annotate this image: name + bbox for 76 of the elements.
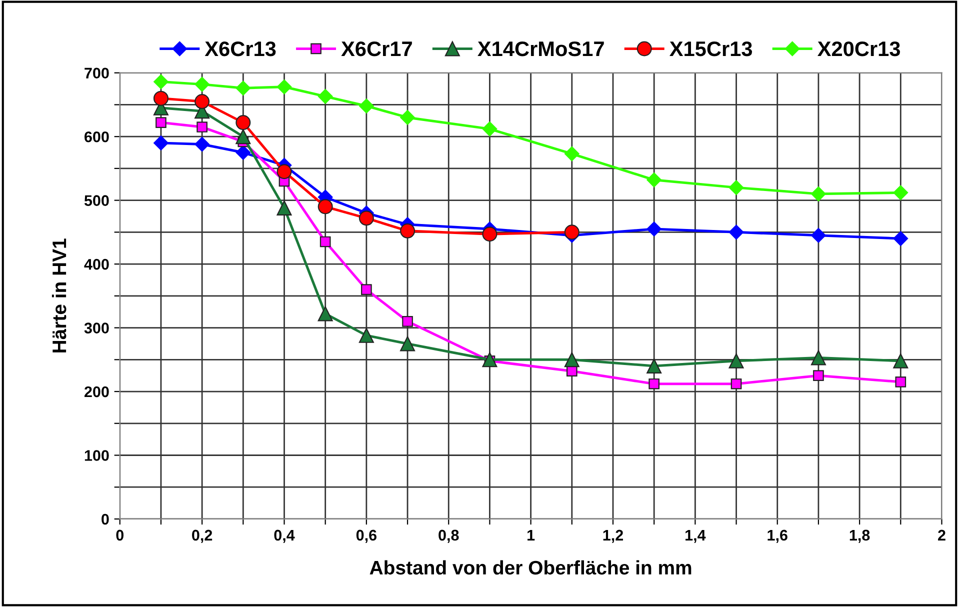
point [400,336,416,352]
x-axis-title: Abstand von der Oberfläche in mm [370,560,692,575]
point [276,200,292,216]
point [402,316,413,327]
point [813,370,824,381]
y-tick-label: 700 [84,68,109,79]
point [810,350,826,366]
y-tick-label: 0 [102,514,109,525]
x-tick-label: 1,2 [603,530,623,543]
point [648,378,660,390]
point [358,328,374,343]
x-tick-label: 2 [938,530,946,540]
x-tick-label: 0,4 [274,530,295,543]
point [400,223,416,238]
point [564,352,580,368]
point [156,117,166,128]
point [318,306,333,322]
y-tick-label: 200 [84,386,109,398]
point [728,224,744,240]
x-tick-label: 0,8 [438,530,459,543]
point [730,378,742,390]
point [728,353,744,368]
point [361,284,372,295]
point [811,186,826,202]
point [276,79,292,94]
point [811,228,826,243]
y-tick-label: 100 [84,450,109,461]
point [154,136,168,150]
y-tick-label: 300 [84,322,109,334]
legend-label: X20Cr13 [818,41,900,56]
point [895,376,906,388]
point [400,110,415,125]
point [646,222,662,236]
point [359,98,374,114]
point [236,145,251,160]
point [566,366,578,377]
y-tick-label: 400 [84,258,109,270]
point [358,210,374,226]
point [564,224,580,240]
point [646,172,662,188]
y-tick-label: 600 [84,131,109,142]
point [236,115,251,130]
point [318,199,333,214]
point [276,164,292,180]
y-axis-title: Härte in HV1 [52,238,66,352]
x-tick-label: 1 [528,530,535,540]
point [482,352,498,368]
point [194,76,210,92]
legend-label: X14CrMoS17 [478,41,604,56]
point [318,88,333,104]
x-tick-label: 1,8 [850,530,870,543]
point [194,94,210,110]
point [154,74,168,90]
point [728,180,744,195]
point [893,185,908,200]
point [646,358,662,374]
point [236,129,251,144]
point [194,136,210,152]
point [482,226,498,242]
y-tick-label: 500 [84,195,109,206]
x-tick-label: 1,4 [686,530,706,543]
point [320,236,331,248]
point [893,353,908,368]
x-tick-label: 0,6 [356,530,376,543]
point [564,146,580,162]
point [196,122,208,132]
point [153,90,168,106]
x-tick-label: 0,2 [192,530,212,543]
legend-label: X6Cr17 [341,41,412,56]
point [482,121,498,136]
point [893,231,908,246]
x-tick-label: 1,6 [768,530,788,543]
x-tick-label: 0 [116,530,124,541]
legend-label: X6Cr13 [204,41,276,56]
legend-label: X15Cr13 [670,41,752,56]
point [236,80,251,96]
